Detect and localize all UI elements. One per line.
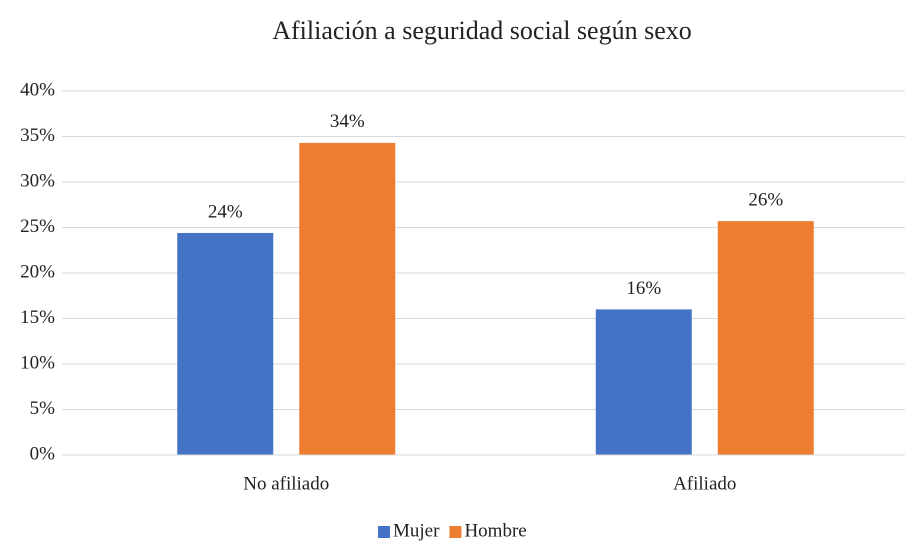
x-tick-label: Afiliado	[673, 473, 736, 494]
legend-label: Hombre	[464, 520, 526, 541]
y-tick-label: 40%	[20, 79, 55, 100]
data-label: 24%	[208, 201, 243, 222]
legend-swatch	[449, 526, 462, 538]
y-tick-label: 30%	[20, 170, 55, 191]
data-label: 26%	[748, 189, 783, 210]
y-tick-label: 10%	[20, 352, 55, 373]
y-tick-label: 25%	[20, 216, 55, 237]
bar	[595, 309, 692, 455]
legend-swatch	[378, 526, 390, 538]
data-label: 16%	[626, 278, 661, 299]
bar	[177, 232, 274, 455]
chart-title: Afiliación a seguridad social según sexo	[272, 16, 692, 45]
y-tick-label: 0%	[30, 443, 56, 464]
x-tick-label: No afiliado	[243, 473, 329, 494]
y-tick-label: 15%	[20, 307, 55, 328]
bar	[299, 142, 396, 455]
legend-label: Mujer	[393, 520, 440, 541]
y-tick-label: 20%	[20, 261, 55, 282]
y-tick-label: 5%	[30, 398, 56, 419]
bar	[717, 221, 814, 455]
data-label: 34%	[330, 111, 365, 132]
y-tick-label: 35%	[20, 125, 55, 146]
